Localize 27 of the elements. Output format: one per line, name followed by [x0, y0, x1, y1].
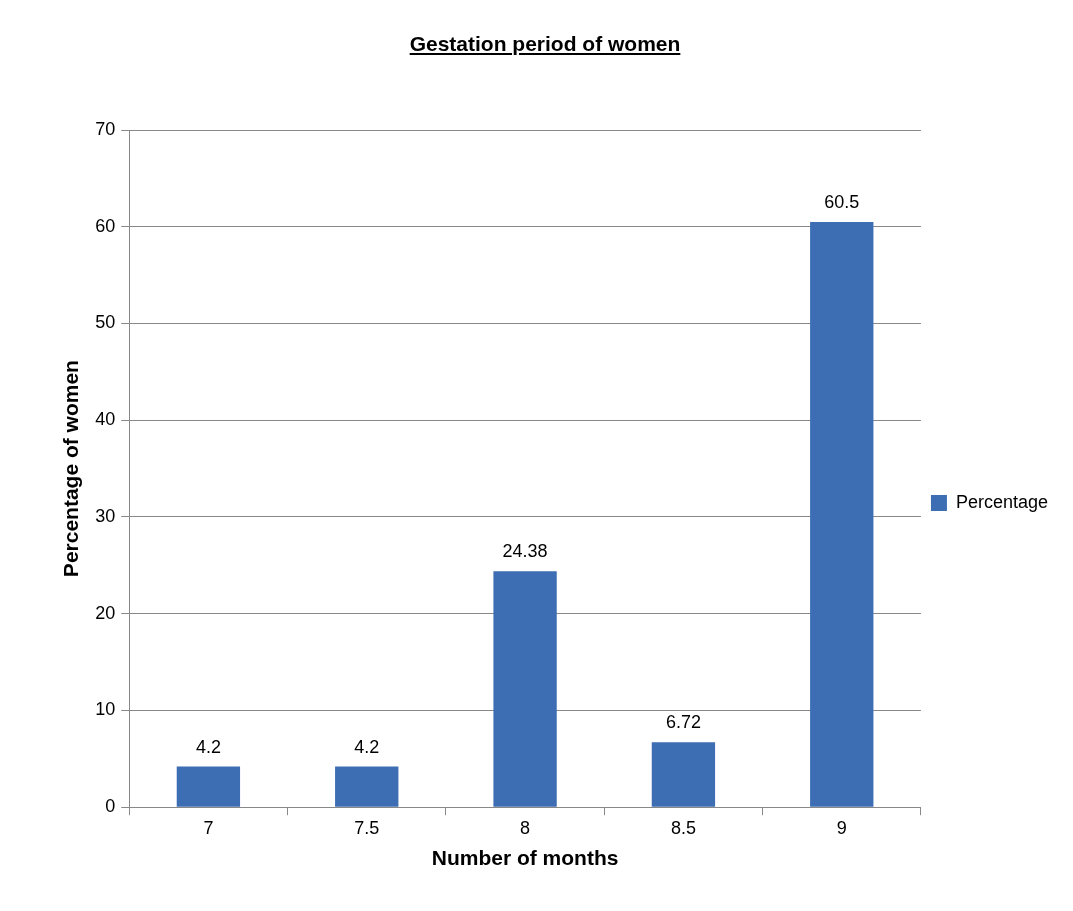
data-label: 60.5: [824, 191, 860, 212]
x-tick-label: 8.5: [670, 817, 696, 838]
x-tick-label: 8: [520, 817, 531, 838]
data-label: 6.72: [665, 712, 701, 733]
bar: [810, 221, 874, 807]
y-tick-label: 30: [95, 505, 116, 526]
y-tick-label: 40: [95, 409, 116, 430]
chart-title: Gestation period of women: [408, 32, 682, 56]
y-tick-label: 20: [95, 602, 116, 623]
data-label: 4.2: [195, 736, 221, 757]
bar: [176, 766, 241, 807]
x-tick-label: 9: [836, 817, 847, 838]
y-tick-label: 50: [95, 312, 116, 333]
bar: [493, 571, 557, 807]
data-label: 4.2: [354, 736, 380, 757]
x-axis-title: Number of months: [431, 846, 619, 870]
y-tick-label: 0: [105, 796, 116, 817]
y-tick-label: 10: [95, 699, 116, 720]
bar: [335, 766, 399, 807]
y-axis-title: Percentage of women: [59, 360, 83, 578]
x-tick-label: 7: [203, 817, 214, 838]
y-tick-label: 60: [95, 215, 116, 236]
y-tick-label: 70: [95, 118, 116, 139]
x-tick-label: 7.5: [354, 817, 380, 838]
data-label: 24.38: [502, 541, 548, 562]
legend-label: Percentage: [955, 491, 1049, 512]
bar: [651, 742, 716, 807]
